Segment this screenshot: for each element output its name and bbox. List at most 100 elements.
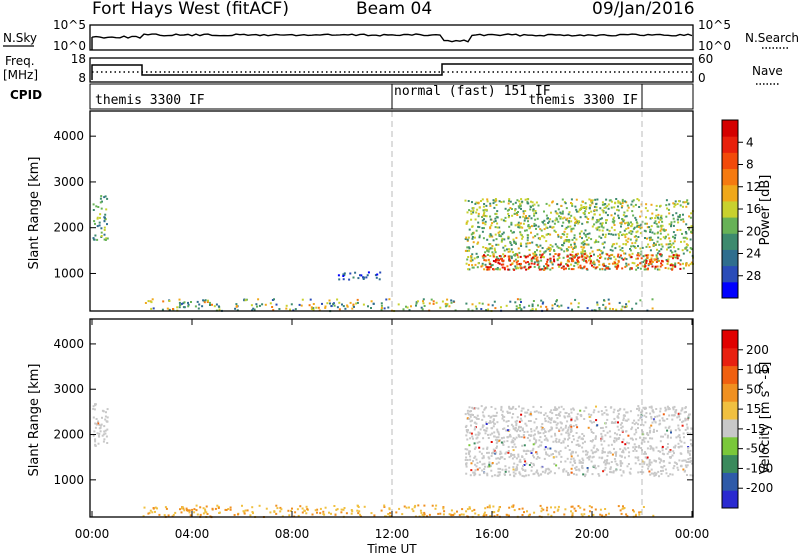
- power-cell: [603, 299, 605, 302]
- power-cell: [105, 237, 108, 240]
- velocity-cell: [193, 511, 196, 514]
- velocity-cell: [640, 415, 643, 418]
- power-cell: [487, 266, 490, 269]
- power-cell: [620, 225, 622, 228]
- velocity-cell: [574, 509, 577, 512]
- power-cell: [405, 305, 407, 308]
- velocity-cell: [605, 422, 607, 425]
- power-cell: [543, 256, 545, 259]
- power-cell: [468, 263, 470, 266]
- power-cell: [150, 307, 153, 310]
- power-cell: [187, 301, 189, 304]
- velocity-cell: [554, 449, 557, 452]
- velocity-cell: [251, 511, 254, 513]
- velocity-cell: [591, 473, 594, 476]
- power-cell: [686, 244, 689, 247]
- power-cell: [471, 225, 474, 228]
- velocity-cell: [496, 439, 499, 442]
- velocity-cell: [560, 405, 563, 408]
- power-cell: [651, 212, 654, 215]
- velocity-cell: [667, 434, 669, 437]
- power-cell: [514, 241, 517, 244]
- power-cell: [510, 257, 513, 260]
- power-cell: [152, 307, 155, 310]
- power-cell: [620, 222, 623, 225]
- velocity-cell: [472, 407, 475, 410]
- velocity-cell: [575, 465, 578, 468]
- power-cell: [601, 252, 604, 255]
- power-cell: [667, 208, 670, 211]
- power-cell: [570, 243, 572, 246]
- velocity-cell: [522, 434, 525, 436]
- power-cell: [617, 205, 619, 208]
- power-cell: [477, 262, 480, 265]
- cpid-strip: themis 3300 IF normal (fast) 151 IF them…: [89, 83, 694, 110]
- velocity-cell: [497, 508, 500, 511]
- velocity-cell: [615, 439, 618, 442]
- power-cell: [525, 268, 528, 271]
- velocity-cell: [622, 414, 625, 417]
- velocity-cell: [572, 407, 575, 410]
- velocity-cell: [474, 407, 477, 409]
- power-cell: [363, 276, 366, 279]
- velocity-cell: [655, 408, 658, 410]
- power-cell: [330, 305, 333, 307]
- velocity-cell: [530, 428, 533, 430]
- velocity-cell: [613, 437, 616, 440]
- power-cell: [641, 246, 644, 249]
- velocity-cell: [501, 410, 504, 413]
- velocity-cell: [574, 419, 577, 422]
- power-cell: [486, 198, 489, 201]
- power-cell: [530, 231, 532, 234]
- velocity-cell: [549, 421, 552, 424]
- power-cell: [494, 198, 497, 200]
- power-cell: [594, 240, 597, 243]
- power-cell: [550, 261, 553, 264]
- velocity-cell: [523, 436, 526, 439]
- velocity-colorbar-swatch: [722, 436, 738, 456]
- power-cell: [494, 307, 497, 310]
- velocity-cell: [490, 406, 493, 408]
- velocity-cell: [522, 449, 525, 452]
- velocity-cell: [664, 433, 667, 436]
- velocity-cell: [689, 449, 692, 452]
- velocity-cell: [478, 446, 481, 449]
- power-cell: [203, 300, 206, 303]
- velocity-cell: [492, 420, 495, 423]
- velocity-cell: [586, 451, 589, 454]
- velocity-cell: [577, 436, 580, 439]
- velocity-cell: [544, 446, 547, 449]
- power-cell: [269, 302, 272, 305]
- power-cell: [529, 208, 532, 211]
- power-cell: [532, 252, 535, 255]
- velocity-cell: [650, 405, 653, 408]
- power-cell: [511, 214, 514, 217]
- velocity-cell: [521, 455, 524, 458]
- velocity-cell: [563, 513, 566, 516]
- power-cell: [581, 206, 584, 209]
- velocity-cell: [462, 513, 465, 516]
- velocity-cell: [537, 474, 540, 477]
- velocity-cell: [482, 455, 485, 458]
- power-cell: [410, 305, 412, 308]
- velocity-cell: [570, 408, 573, 411]
- velocity-cell: [474, 463, 477, 466]
- velocity-cell: [154, 510, 156, 513]
- velocity-cell: [549, 411, 552, 414]
- power-cell: [655, 214, 658, 217]
- velocity-cell: [541, 470, 544, 473]
- velocity-cell: [533, 511, 536, 514]
- power-cell: [367, 271, 370, 274]
- velocity-ytick-label: 4000: [53, 337, 84, 351]
- power-cell: [526, 261, 529, 263]
- velocity-cell: [642, 506, 645, 508]
- power-cell: [629, 248, 631, 250]
- velocity-cell: [654, 421, 657, 424]
- power-cell: [623, 219, 626, 222]
- velocity-cell: [185, 507, 188, 510]
- power-cell: [207, 299, 209, 302]
- power-cell: [537, 204, 540, 207]
- power-colorbar-tick-label: 12: [746, 180, 761, 194]
- power-cell: [642, 255, 645, 258]
- velocity-cell: [633, 419, 636, 422]
